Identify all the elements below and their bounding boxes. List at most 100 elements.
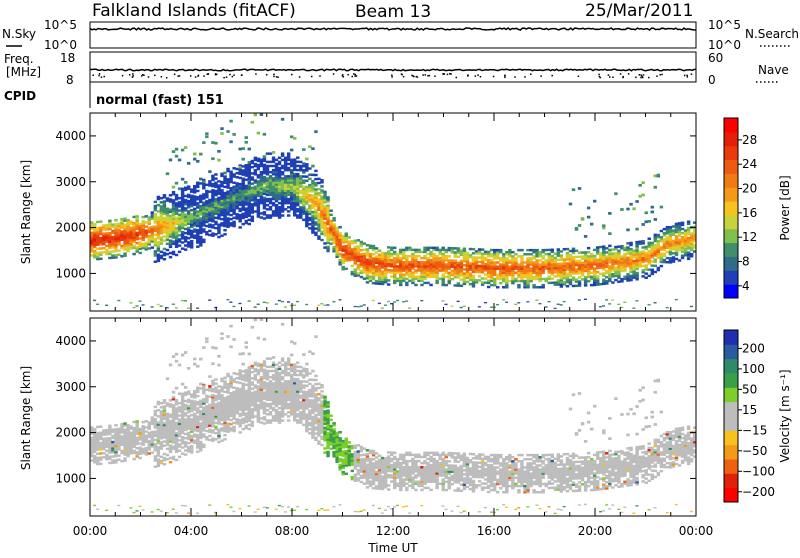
power-cell: [299, 161, 302, 163]
power-cell: [284, 208, 287, 210]
power-cell: [648, 268, 651, 270]
velocity-cell-sparse: [169, 364, 172, 367]
power-cell: [499, 263, 502, 265]
velocity-heatmap: [90, 318, 696, 514]
power-cell: [426, 247, 429, 249]
power-cell: [181, 241, 184, 243]
power-cell: [523, 265, 526, 267]
power-cell: [320, 185, 323, 187]
velocity-cell-sparse: [242, 363, 245, 366]
velocity-cell: [248, 428, 251, 430]
power-cell: [111, 230, 114, 232]
power-cell: [193, 208, 196, 210]
velocity-cell: [102, 429, 105, 431]
power-cell: [611, 273, 614, 275]
power-cell: [205, 184, 208, 186]
power-cell: [548, 282, 551, 284]
power-cell: [408, 261, 411, 263]
freq-dot: [530, 73, 532, 75]
power-cell: [417, 249, 420, 251]
power-cell: [666, 226, 669, 228]
power-cell: [199, 195, 202, 197]
power-cell-sparse: [629, 203, 632, 206]
velocity-cell: [199, 441, 202, 443]
power-cell: [605, 251, 608, 253]
freq-left-tick-bottom: 8: [66, 73, 74, 87]
velocity-cell: [120, 423, 123, 425]
freq-dot: [148, 76, 150, 78]
power-cell: [563, 258, 566, 260]
velocity-cell: [269, 380, 272, 382]
power-cell: [329, 214, 332, 216]
velocity-cell: [257, 379, 260, 381]
velocity-cell: [181, 436, 184, 438]
velocity-cell-sparse: [184, 351, 187, 354]
power-cell: [626, 273, 629, 275]
power-cell: [651, 264, 654, 266]
power-cell: [441, 253, 444, 255]
power-cell: [145, 242, 148, 244]
velocity-cell: [102, 452, 105, 454]
velocity-cell: [148, 452, 151, 454]
freq-dot: [273, 76, 275, 78]
velocity-cell: [269, 403, 272, 405]
power-cell-sparse: [654, 218, 657, 221]
power-cell: [438, 257, 441, 259]
power-cell: [226, 168, 229, 170]
power-cell: [175, 227, 178, 229]
power-cell: [448, 272, 451, 274]
velocity-cell-noise: [93, 505, 96, 506]
power-cell: [120, 230, 123, 232]
power-cell: [526, 249, 529, 251]
velocity-cell: [184, 433, 187, 435]
power-cell: [375, 251, 378, 253]
power-cell: [426, 253, 429, 255]
power-cell: [169, 252, 172, 254]
velocity-cell: [217, 385, 220, 387]
power-cell: [472, 252, 475, 254]
power-cell: [360, 276, 363, 278]
power-cell: [166, 243, 169, 245]
power-cell: [366, 248, 369, 250]
power-cell: [287, 163, 290, 165]
velocity-cell: [196, 395, 199, 397]
power-cell: [448, 255, 451, 257]
freq-dot: [129, 74, 131, 76]
power-cell: [99, 227, 102, 229]
velocity-cell: [254, 384, 257, 386]
power-cell: [235, 172, 238, 174]
power-cell: [638, 240, 641, 242]
power-cell: [626, 257, 629, 259]
power-cell: [687, 237, 690, 239]
power-cell: [205, 200, 208, 202]
power-cell: [532, 249, 535, 251]
velocity-cell: [251, 408, 254, 410]
power-cell-noise: [408, 307, 411, 308]
power-cell: [242, 169, 245, 171]
power-cell: [372, 282, 375, 284]
power-cell-noise: [263, 302, 266, 303]
power-cell: [229, 214, 232, 216]
velocity-cell-noise: [151, 511, 154, 512]
power-cell: [551, 255, 554, 257]
power-cell: [441, 247, 444, 249]
power-cell-sparse: [223, 172, 226, 175]
velocity-cell: [251, 387, 254, 389]
velocity-cell: [181, 446, 184, 448]
power-cell: [429, 259, 432, 261]
power-cell: [245, 207, 248, 209]
power-cell: [160, 236, 163, 238]
power-cell: [399, 249, 402, 251]
power-cell: [223, 229, 226, 231]
velocity-cell: [184, 404, 187, 406]
velocity-cell: [229, 419, 232, 421]
power-cell-sparse: [641, 181, 644, 184]
velocity-cell-sparse: [181, 354, 184, 357]
power-cell: [499, 282, 502, 284]
freq-dot: [353, 73, 355, 75]
power-cell: [223, 192, 226, 194]
velocity-cell-noise: [214, 512, 217, 513]
power-cell: [629, 248, 632, 250]
freq-dot: [177, 75, 179, 77]
power-cell-sparse: [311, 147, 314, 150]
